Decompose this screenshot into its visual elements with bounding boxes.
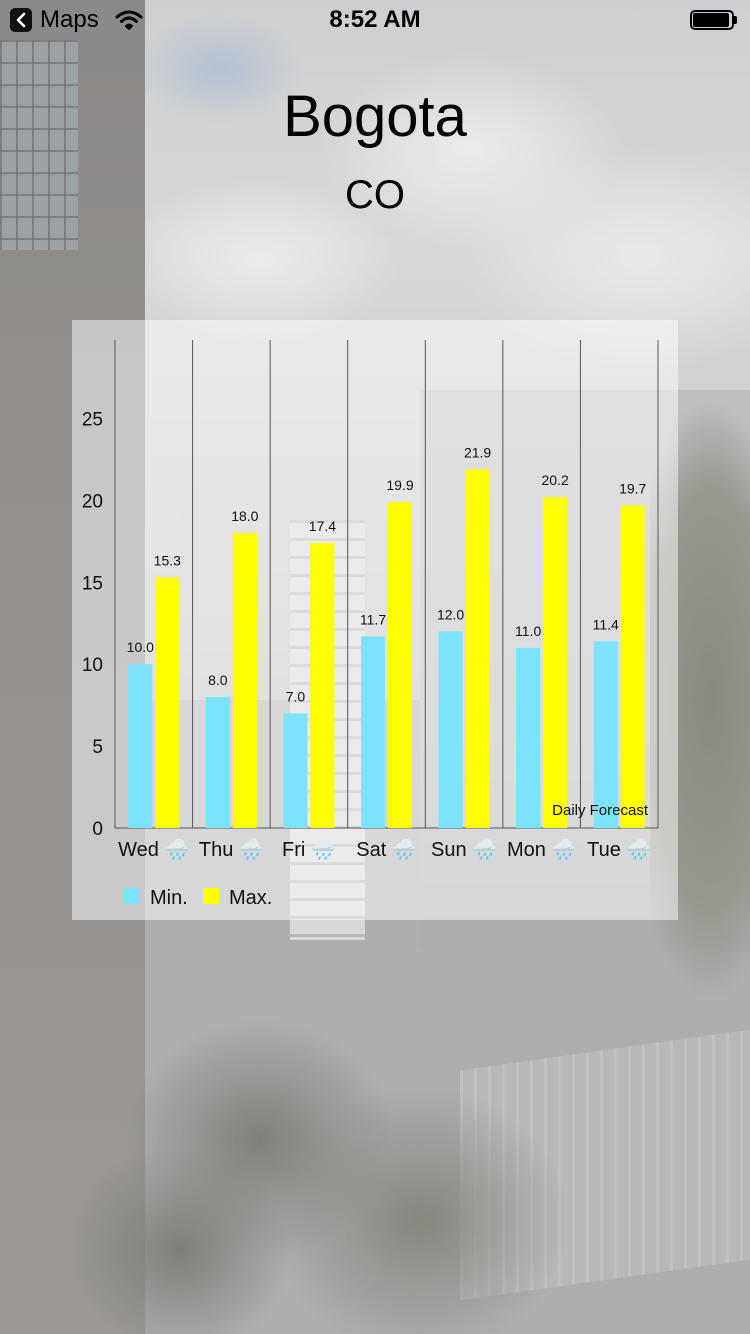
background-window xyxy=(0,40,78,250)
day-label: Fri 🌧️ xyxy=(282,837,336,861)
bar-value-label: 11.4 xyxy=(593,616,619,632)
forecast-chart-card: 0 5 10 15 20 25 10.0 8.0 7.0 11.7 12.0 11.0 11.4 15.3… xyxy=(72,320,678,920)
bar-value-label: 8.0 xyxy=(208,672,228,688)
max-temp-bar xyxy=(388,502,412,828)
max-temp-bar xyxy=(465,469,490,828)
bar-value-label: 15.3 xyxy=(154,552,181,568)
y-tick-label: 15 xyxy=(82,573,103,594)
max-temp-bar xyxy=(543,497,568,828)
legend-swatch xyxy=(124,888,140,904)
bar-value-label: 12.0 xyxy=(437,606,464,622)
bar-value-label: 7.0 xyxy=(286,688,306,704)
forecast-bar-chart: 0 5 10 15 20 25 10.0 8.0 7.0 11.7 12.0 11.0 11.4 15.3… xyxy=(82,340,659,909)
y-tick-label: 20 xyxy=(82,491,103,512)
city-name: Bogota xyxy=(283,84,467,149)
day-label: Wed 🌧️ xyxy=(118,837,189,861)
y-tick-label: 25 xyxy=(82,410,103,431)
y-tick-label: 5 xyxy=(92,737,103,758)
min-temp-bar xyxy=(128,664,153,828)
day-label: Thu 🌧️ xyxy=(199,837,264,861)
back-to-app-link[interactable]: Maps xyxy=(40,6,99,33)
bar-value-label: 21.9 xyxy=(464,444,491,460)
bar-value-label: 20.2 xyxy=(542,472,569,488)
bar-value-label: 18.0 xyxy=(231,508,258,524)
bar-value-label: 10.0 xyxy=(127,639,154,655)
max-temp-bar xyxy=(620,505,645,828)
min-temp-bar xyxy=(438,631,463,828)
min-temp-bar xyxy=(361,636,385,828)
status-bar: Maps 8:52 AM xyxy=(0,0,750,40)
legend-label: Min. xyxy=(150,887,188,909)
min-temp-bar xyxy=(593,641,618,828)
legend-swatch xyxy=(203,888,219,904)
max-temp-bar xyxy=(155,577,180,828)
min-temp-bar xyxy=(283,713,308,828)
bar-value-label: 17.4 xyxy=(309,518,336,534)
legend-label: Max. xyxy=(229,887,272,909)
back-chevron-icon[interactable] xyxy=(10,8,32,32)
bar-value-label: 19.7 xyxy=(619,480,646,496)
min-temp-bar xyxy=(516,647,541,828)
day-label: Tue 🌧️ xyxy=(587,837,651,861)
bar-value-label: 19.9 xyxy=(386,477,413,493)
day-label: Mon 🌧️ xyxy=(507,837,576,861)
day-label: Sat 🌧️ xyxy=(356,837,416,861)
y-tick-label: 0 xyxy=(92,819,103,840)
status-time: 8:52 AM xyxy=(329,6,421,33)
bar-value-label: 11.7 xyxy=(360,611,386,627)
max-temp-bar xyxy=(310,543,335,828)
wifi-icon xyxy=(115,10,143,30)
max-temp-bar xyxy=(232,533,257,828)
country-code: CO xyxy=(345,173,405,217)
background-trees-bottom xyxy=(60,920,580,1334)
bar-value-label: 11.0 xyxy=(515,623,541,639)
day-label: Sun 🌧️ xyxy=(431,837,497,861)
min-temp-bar xyxy=(205,696,230,828)
y-tick-label: 10 xyxy=(82,655,103,676)
battery-icon xyxy=(690,10,737,30)
chart-description: Daily Forecast xyxy=(552,802,649,819)
